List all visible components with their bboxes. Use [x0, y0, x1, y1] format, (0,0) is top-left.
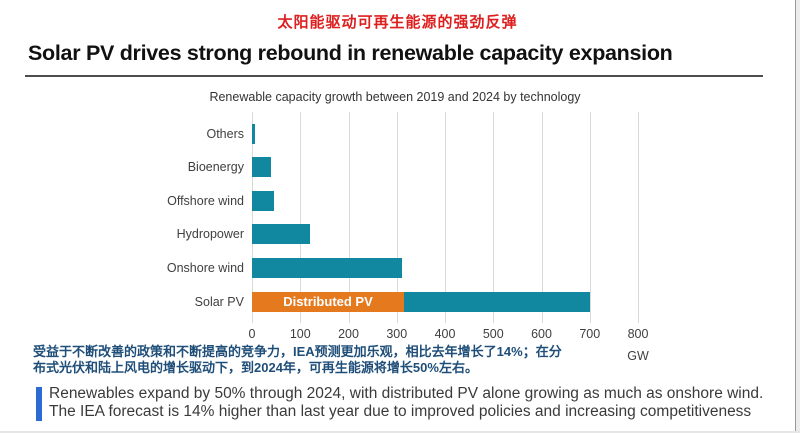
- x-tick-500: 500: [482, 327, 504, 341]
- key-message-line1: Renewables expand by 50% through 2024, w…: [49, 385, 764, 402]
- chinese-note: 受益于不断改善的政策和不断提高的竞争力，IEA预测更加乐观，相比去年增长了14%…: [33, 344, 693, 375]
- category-label-bioenergy: Bioenergy: [187, 160, 244, 175]
- key-message: Renewables expand by 50% through 2024, w…: [36, 385, 776, 421]
- x-tick-200: 200: [338, 327, 359, 341]
- gridline-300: [396, 112, 398, 323]
- x-tick-0: 0: [248, 327, 256, 341]
- bar-segment-bioenergy: [252, 157, 272, 178]
- gridline-800: [638, 112, 639, 323]
- x-tick-600: 600: [531, 327, 552, 341]
- axis-unit-label: GW: [627, 349, 649, 363]
- key-message-text: Renewables expand by 50% through 2024, w…: [49, 385, 763, 421]
- right-edge-strip: [795, 0, 800, 433]
- category-label-hydropower: Hydropower: [176, 227, 244, 242]
- x-tick-700: 700: [579, 327, 601, 341]
- gridline-200: [348, 112, 350, 323]
- x-tick-400: 400: [434, 327, 456, 341]
- bar-segment-onshore-wind: [252, 257, 402, 278]
- gridline-0: [252, 112, 253, 323]
- bar-chart: 0 100 200 300 400 500 600 700 800 Others Bioenergy…: [0, 112, 795, 347]
- category-label-offshore-wind: Offshore wind: [167, 193, 244, 208]
- bar-segment-solar-pv: [403, 291, 590, 312]
- gridline-700: [589, 112, 591, 323]
- accent-bar: [36, 387, 42, 421]
- title-divider: [25, 75, 763, 77]
- bottom-edge-strip: [0, 431, 800, 433]
- x-tick-300: 300: [386, 327, 408, 341]
- chinese-title: 太阳能驱动可再生能源的强劲反弹: [277, 14, 518, 31]
- bar-segment-label: Distributed PV: [283, 294, 373, 309]
- category-label-onshore-wind: Onshore wind: [166, 260, 244, 275]
- bar-segment-offshore-wind: [252, 190, 274, 211]
- key-message-line2: The IEA forecast is 14% higher than last…: [49, 402, 752, 420]
- bar-segment-hydropower: [252, 224, 310, 245]
- bar-segment-others: [252, 123, 255, 144]
- gridline-500: [493, 112, 495, 323]
- gridline-400: [445, 112, 446, 323]
- chinese-note-line2: 布式光伏和陆上风电的增长驱动下，到2024年，可再生能源将增长50%左右。: [33, 359, 478, 375]
- gridline-600: [541, 112, 543, 323]
- category-label-solar-pv: Solar PV: [194, 294, 244, 309]
- chart-title: Renewable capacity growth between 2019 a…: [209, 90, 581, 104]
- x-tick-100: 100: [289, 327, 311, 341]
- x-tick-800: 800: [627, 327, 649, 341]
- chinese-note-line1: 受益于不断改善的政策和不断提高的竞争力，IEA预测更加乐观，相比去年增长了14%…: [33, 344, 562, 359]
- gridline-100: [300, 112, 302, 323]
- page-title: Solar PV drives strong rebound in renewa…: [28, 41, 673, 65]
- bar-segment-distributed-pv: Distributed PV: [252, 291, 404, 312]
- category-label-others: Others: [206, 126, 244, 141]
